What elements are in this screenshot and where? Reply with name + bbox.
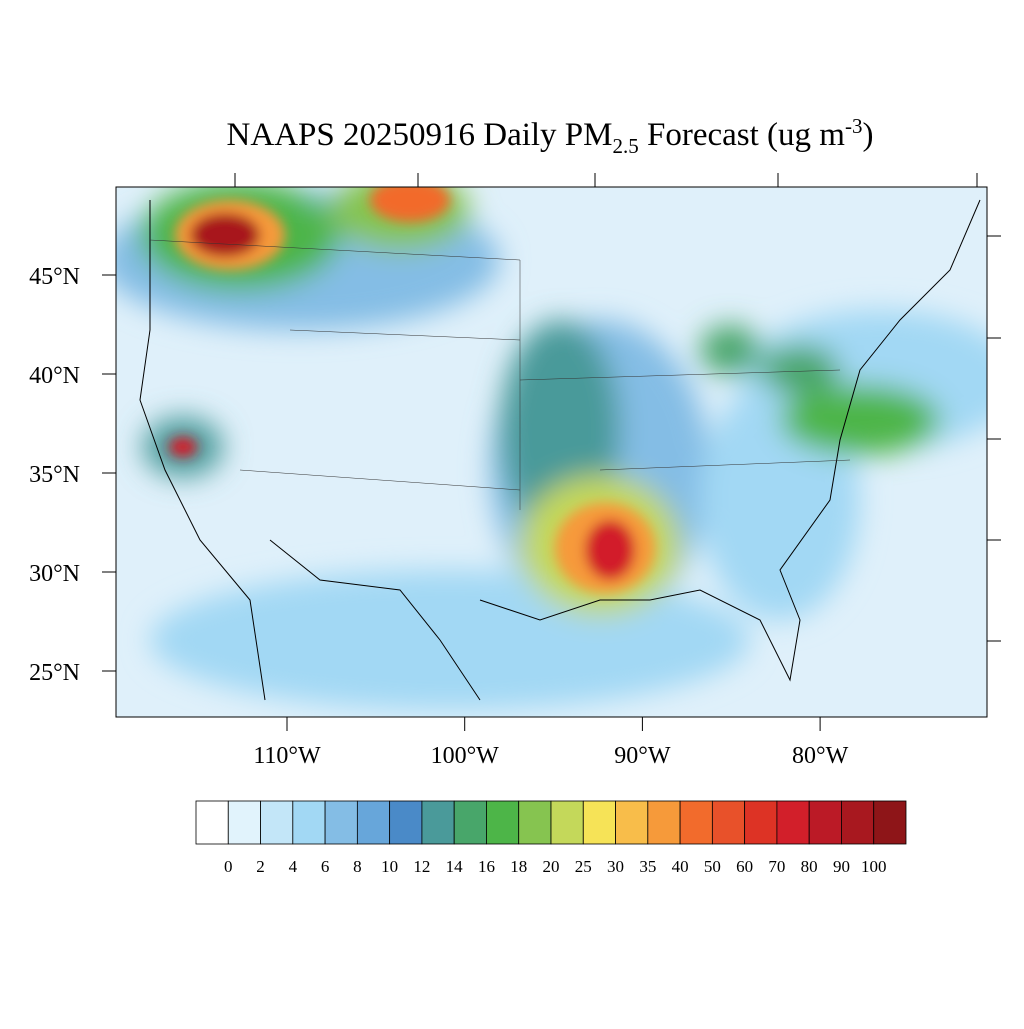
colorbar-box bbox=[356, 800, 391, 845]
title-end: ) bbox=[862, 117, 873, 153]
colorbar-box bbox=[421, 800, 455, 845]
colorbar-box bbox=[873, 800, 907, 845]
colorbar-box bbox=[227, 800, 261, 845]
lat-label: 35°N bbox=[29, 462, 80, 488]
colorbar-label: 16 bbox=[478, 857, 495, 876]
lon-label: 80°W bbox=[792, 743, 849, 769]
colorbar-label: 20 bbox=[543, 857, 560, 876]
colorbar-label: 100 bbox=[861, 857, 887, 876]
colorbar-box bbox=[615, 800, 649, 845]
colorbar-label: 4 bbox=[289, 857, 298, 876]
map-frame bbox=[115, 186, 988, 718]
colorbar-label: 40 bbox=[672, 857, 689, 876]
colorbar-box bbox=[744, 800, 778, 845]
colorbar-label: 14 bbox=[446, 857, 464, 876]
colorbar-box bbox=[808, 800, 842, 845]
colorbar-label: 70 bbox=[768, 857, 785, 876]
colorbar-box bbox=[486, 800, 520, 845]
colorbar-box bbox=[582, 800, 616, 845]
lon-label: 110°W bbox=[253, 743, 321, 769]
colorbar-box bbox=[389, 800, 423, 845]
lat-label: 30°N bbox=[29, 561, 80, 587]
frame-ticks bbox=[234, 173, 1001, 642]
lat-label: 45°N bbox=[29, 264, 80, 290]
colorbar-label: 35 bbox=[639, 857, 656, 876]
colorbar-box bbox=[453, 800, 487, 845]
colorbar-box bbox=[260, 800, 294, 845]
colorbar-box bbox=[518, 800, 552, 845]
map-field bbox=[116, 187, 987, 717]
colorbar-box bbox=[841, 800, 875, 845]
colorbar-label: 90 bbox=[833, 857, 850, 876]
lon-label: 100°W bbox=[431, 743, 500, 769]
colorbar-label: 0 bbox=[224, 857, 233, 876]
colorbar-box bbox=[679, 800, 713, 845]
title-main: NAAPS 20250916 Daily PM bbox=[227, 117, 613, 153]
colorbar-label: 18 bbox=[510, 857, 527, 876]
colorbar-box bbox=[324, 800, 358, 845]
title: NAAPS 20250916 Daily PM2.5 Forecast (ug … bbox=[227, 114, 874, 158]
colorbar-label: 50 bbox=[704, 857, 721, 876]
colorbar-label: 60 bbox=[736, 857, 753, 876]
colorbar-label: 10 bbox=[381, 857, 398, 876]
lon-label: 90°W bbox=[614, 743, 671, 769]
colorbar-label: 2 bbox=[256, 857, 265, 876]
colorbar-box bbox=[776, 800, 810, 845]
colorbar-label: 30 bbox=[607, 857, 624, 876]
colorbar-label: 8 bbox=[353, 857, 362, 876]
lat-label: 25°N bbox=[29, 660, 80, 686]
colorbar-label: 12 bbox=[413, 857, 430, 876]
title-sub: 2.5 bbox=[613, 134, 639, 158]
colorbar-box bbox=[711, 800, 746, 845]
colorbar-box bbox=[647, 800, 681, 845]
lat-label: 40°N bbox=[29, 363, 80, 389]
colorbar-box bbox=[195, 800, 229, 845]
colorbar-label: 80 bbox=[801, 857, 818, 876]
colorbar-label: 6 bbox=[321, 857, 330, 876]
title-sup: -3 bbox=[845, 114, 863, 138]
colorbar-box bbox=[550, 800, 584, 845]
title-rest: Forecast (ug m bbox=[639, 117, 846, 153]
colorbar-label: 25 bbox=[575, 857, 592, 876]
colorbar-box bbox=[292, 800, 326, 845]
